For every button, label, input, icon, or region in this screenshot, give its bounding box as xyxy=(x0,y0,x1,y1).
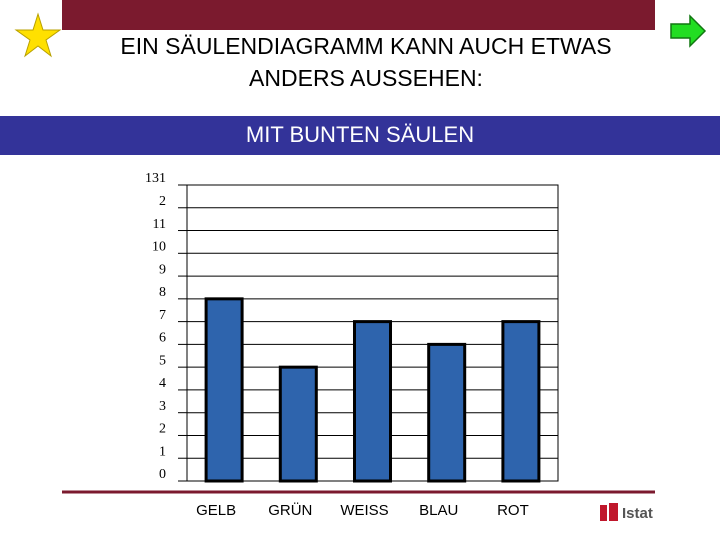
y-tick-label: 6 xyxy=(159,331,166,346)
y-tick-label: 2 xyxy=(159,194,166,209)
x-tick-label: WEISS xyxy=(340,502,388,519)
bar xyxy=(501,320,541,483)
banner xyxy=(0,116,720,155)
x-tick-label: BLAU xyxy=(419,502,458,519)
y-tick-label: 11 xyxy=(153,217,166,232)
chart-title: MIT BUNTEN SÄULEN xyxy=(246,122,474,147)
top-bar xyxy=(62,0,655,30)
y-tick-label: 10 xyxy=(152,240,166,255)
bar xyxy=(204,297,244,483)
x-tick-label: ROT xyxy=(497,502,529,519)
logo-mark xyxy=(609,503,618,521)
y-tick-label: 1 xyxy=(159,444,166,459)
logo: Istat xyxy=(622,505,653,522)
y-tick-label: 7 xyxy=(159,308,166,323)
next-arrow[interactable] xyxy=(670,14,707,48)
x-tick-label: GELB xyxy=(196,502,236,519)
bar xyxy=(278,365,318,483)
y-tick-label: 2 xyxy=(159,422,166,437)
heading-line: EIN SÄULENDIAGRAMM KANN AUCH ETWAS xyxy=(120,33,611,59)
x-tick-label: GRÜN xyxy=(268,501,312,519)
y-tick-label: 0 xyxy=(159,467,166,482)
star-icon xyxy=(14,12,62,58)
logo-mark xyxy=(600,505,607,521)
y-tick-label: 8 xyxy=(159,285,166,300)
y-tick-label: 4 xyxy=(159,376,166,391)
bar xyxy=(353,320,392,483)
heading-line: ANDERS AUSSEHEN: xyxy=(249,65,483,91)
y-tick-label: 131 xyxy=(145,171,166,186)
y-tick-label: 5 xyxy=(159,353,166,368)
bar xyxy=(427,342,467,483)
y-tick-label: 9 xyxy=(159,262,166,277)
y-tick-label: 3 xyxy=(159,399,166,414)
